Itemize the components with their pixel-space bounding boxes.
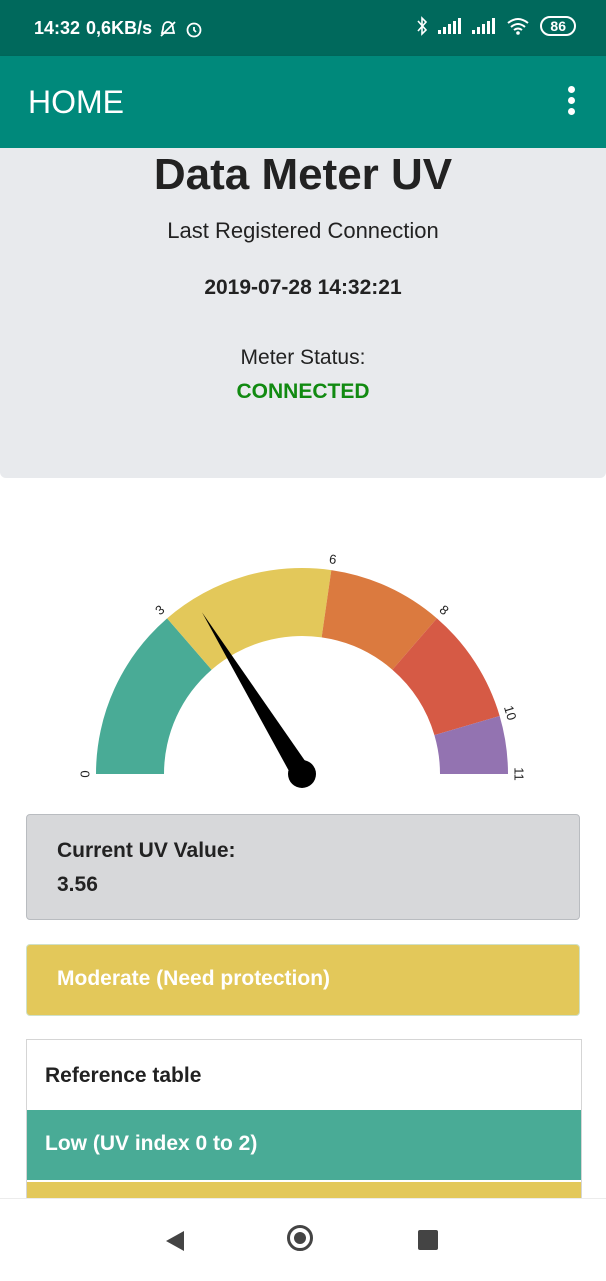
status-bar-left: 14:32 0,6KB/s (34, 18, 204, 39)
gauge-band-3 (392, 618, 500, 736)
wifi-icon (507, 18, 530, 35)
gauge-needle (202, 612, 311, 780)
bluetooth-icon (417, 16, 428, 36)
reference-table: Reference table Low (UV index 0 to 2) (26, 1039, 582, 1201)
app-bar-title: HOME (28, 84, 124, 120)
last-connection-label: Last Registered Connection (167, 218, 439, 243)
page-title: Data Meter UV (153, 150, 453, 199)
recent-square-icon[interactable] (418, 1230, 438, 1250)
meter-status-value: CONNECTED (236, 380, 370, 403)
reference-row-moderate (27, 1182, 581, 1200)
current-uv-box: Current UV Value: 3.56 (26, 814, 580, 920)
home-circle-icon[interactable] (287, 1225, 313, 1251)
current-uv-value: 3.56 (57, 873, 98, 896)
signal-icon (472, 18, 496, 34)
last-connection-datetime: 2019-07-28 14:32:21 (204, 276, 402, 299)
gauge-tick-label: 3 (152, 602, 167, 618)
back-triangle-icon[interactable] (164, 1229, 186, 1253)
gauge-tick-label: 11 (512, 767, 526, 781)
status-bar-right: 86 (416, 16, 576, 36)
gauge-tick-label: 8 (437, 602, 452, 618)
meter-status-label: Meter Status: (240, 346, 366, 369)
uv-gauge: 0 3 6 8 10 11 (80, 551, 526, 788)
reference-row-low: Low (UV index 0 to 2) (27, 1110, 581, 1180)
current-uv-label: Current UV Value: (57, 839, 236, 862)
gauge-tick-label: 0 (80, 770, 92, 777)
alarm-icon (186, 22, 202, 37)
gauge-band-0 (96, 618, 212, 774)
gauge-band-1 (167, 568, 332, 670)
dnd-off-icon (160, 20, 176, 37)
gauge-band-2 (321, 570, 437, 670)
connection-info-card: Data Meter UV Last Registered Connection… (0, 148, 606, 478)
gauge-needle-hub (288, 760, 316, 788)
more-vert-icon[interactable] (568, 86, 576, 116)
system-nav-bar (0, 1198, 606, 1281)
network-speed: 0,6KB/s (86, 18, 153, 38)
gauge-tick-label: 10 (501, 704, 519, 722)
battery-indicator: 86 (540, 16, 576, 36)
app-bar: HOME (0, 56, 606, 148)
reference-row-label: Low (UV index 0 to 2) (45, 1132, 258, 1155)
reference-table-title: Reference table (45, 1064, 202, 1087)
uv-level-banner: Moderate (Need protection) (26, 944, 580, 1016)
gauge-band-4 (434, 715, 508, 774)
status-bar: 14:32 0,6KB/s 86 (0, 0, 606, 56)
uv-level-text: Moderate (Need protection) (57, 967, 331, 990)
signal-icon (438, 18, 462, 34)
gauge-tick-label: 6 (328, 551, 337, 567)
status-time: 14:32 (34, 18, 81, 38)
